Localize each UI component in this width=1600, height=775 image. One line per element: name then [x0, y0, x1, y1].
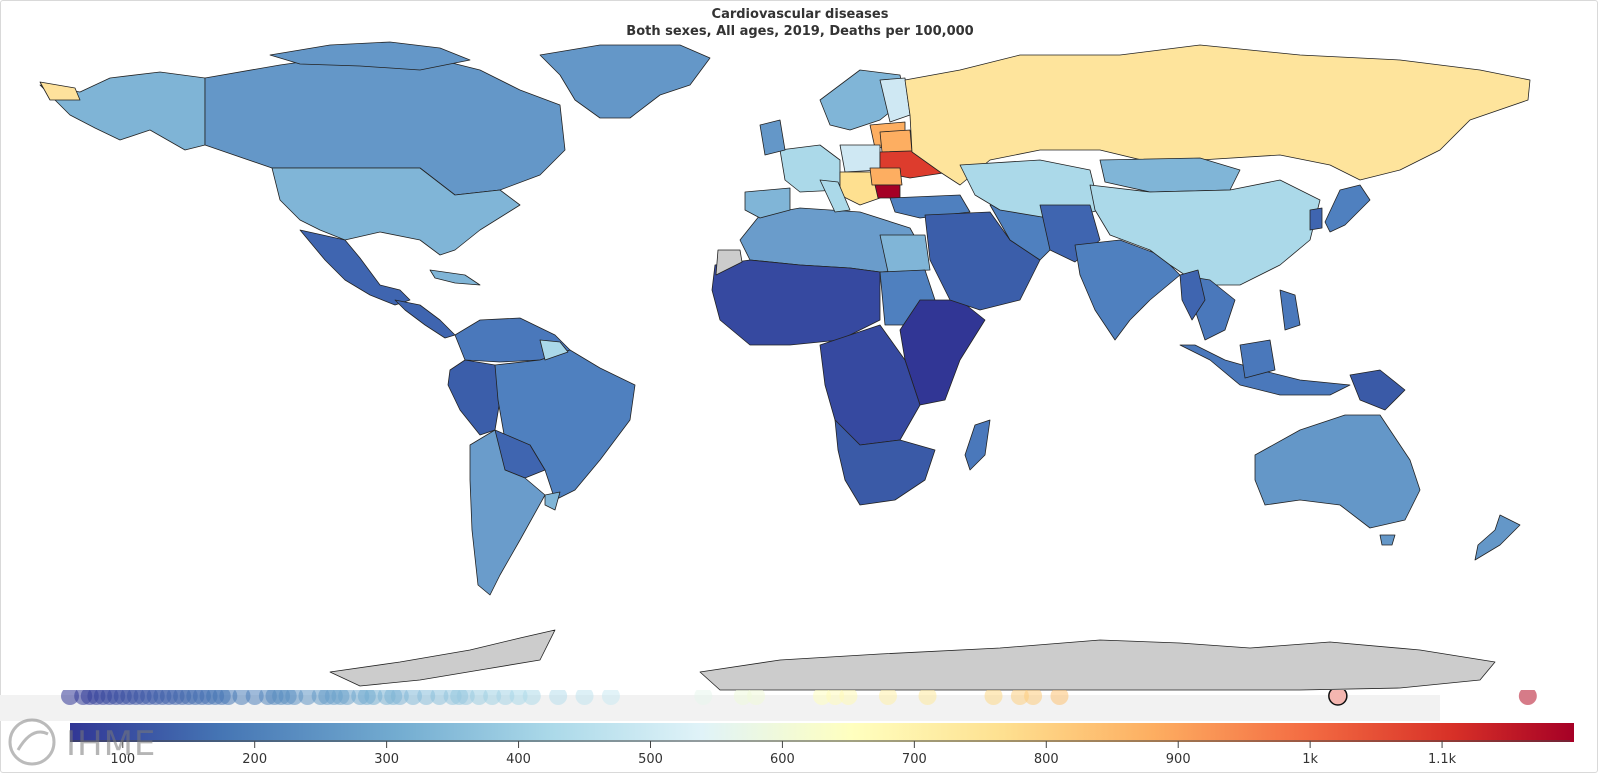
iberia [744, 187, 791, 219]
australia [1254, 414, 1421, 529]
uruguay [544, 491, 561, 511]
myanmar [1179, 269, 1206, 321]
chukotka [39, 81, 81, 101]
location-dot[interactable] [1050, 690, 1069, 705]
location-dot[interactable] [601, 690, 620, 705]
location-dot[interactable] [878, 690, 897, 705]
india [1074, 239, 1181, 341]
axis-tick-label: 700 [901, 752, 927, 767]
location-dots[interactable] [0, 690, 1600, 712]
color-bar [70, 723, 1574, 742]
usa [271, 167, 521, 256]
japan [1324, 184, 1371, 233]
cuba [429, 269, 481, 286]
axis-tick-label: 500 [638, 752, 663, 767]
east-africa [899, 299, 986, 406]
philippines [1279, 289, 1301, 331]
axis-tick-label: 300 [374, 752, 400, 767]
canada-islands [269, 41, 471, 71]
bulgaria [874, 184, 901, 199]
location-dot[interactable] [1518, 690, 1537, 705]
italy [819, 179, 851, 213]
location-dot[interactable] [575, 690, 594, 705]
ecuador-peru [447, 359, 501, 436]
madagascar [964, 419, 991, 471]
axis-tick-label: 600 [769, 752, 795, 767]
antarctica-east [699, 639, 1496, 691]
map-subtitle: Both sexes, All ages, 2019, Deaths per 1… [626, 24, 974, 39]
romania [869, 167, 903, 186]
guiana [539, 339, 569, 361]
mexico [299, 229, 411, 306]
ihme-logo-text: IHME [66, 724, 157, 764]
selected-location-dot[interactable] [1328, 690, 1348, 706]
western-sahara [715, 249, 743, 276]
west-africa [711, 259, 881, 346]
greenland [539, 44, 711, 119]
location-dot[interactable] [747, 690, 766, 705]
korea-japan [1309, 207, 1323, 231]
southern-africa [834, 419, 936, 506]
axis-tick-label: 200 [242, 752, 268, 767]
axis-tick-label: 900 [1165, 752, 1191, 767]
argentina-chile [469, 429, 546, 596]
indonesia [1179, 344, 1351, 396]
axis-tick-label: 800 [1033, 752, 1059, 767]
location-dot[interactable] [549, 690, 568, 705]
borneo [1239, 339, 1276, 379]
tasmania [1379, 534, 1396, 546]
location-dot[interactable] [839, 690, 858, 705]
papua [1349, 369, 1406, 411]
china [1089, 179, 1321, 286]
location-dot[interactable] [984, 690, 1003, 705]
central-america [394, 299, 456, 339]
axis-tick-label: 1k [1302, 752, 1319, 767]
map-title: Cardiovascular diseases [711, 7, 889, 22]
egypt [879, 234, 931, 273]
location-dot[interactable] [918, 690, 937, 705]
antarctica [329, 629, 556, 687]
new-zealand [1474, 514, 1521, 561]
mongolia [1099, 157, 1241, 193]
belarus [879, 129, 913, 153]
color-axis [70, 740, 1570, 748]
location-dot[interactable] [522, 690, 541, 705]
middle-east [924, 211, 1041, 311]
location-dot[interactable] [694, 690, 713, 705]
russia [904, 44, 1531, 186]
axis-tick-label: 1.1k [1427, 752, 1457, 767]
axis-tick-label: 100 [110, 752, 136, 767]
axis-tick-label: 400 [506, 752, 531, 767]
ihme-logo-icon [8, 718, 56, 766]
location-dot[interactable] [1024, 690, 1043, 705]
alaska [39, 71, 206, 151]
uk [759, 119, 786, 156]
